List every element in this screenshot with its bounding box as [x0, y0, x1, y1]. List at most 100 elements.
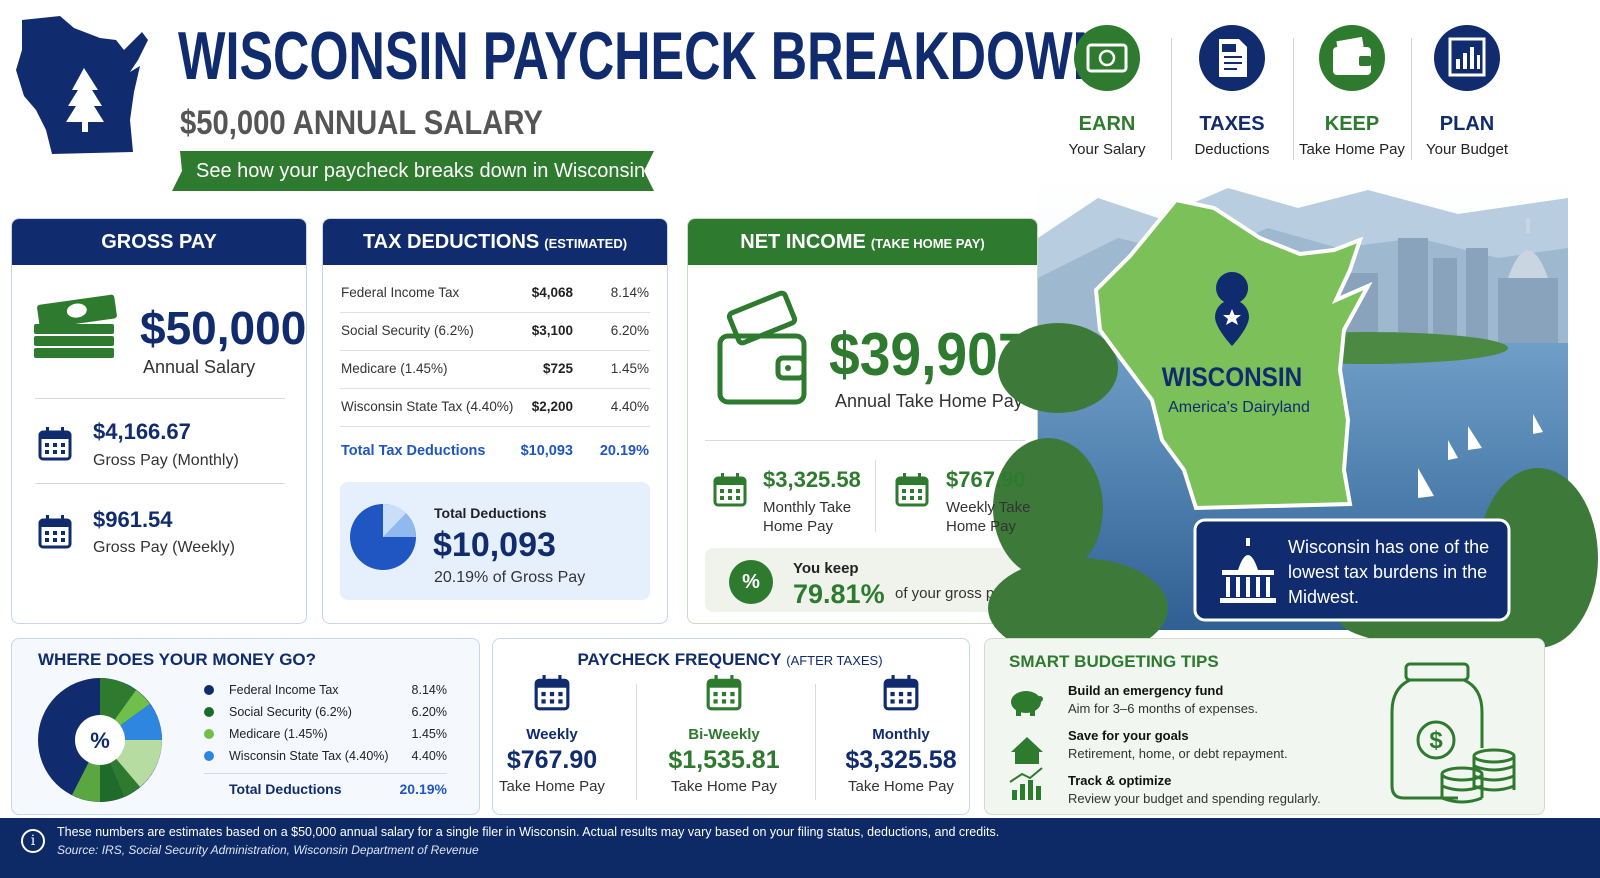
- legend-value: 6.20%: [411, 705, 447, 719]
- tip-text: Review your budget and spending regularl…: [1068, 791, 1321, 806]
- divider: [636, 684, 637, 800]
- tax-amount: $4,068: [531, 285, 573, 300]
- tax-percent: 1.45%: [610, 361, 649, 376]
- map-name: WISCONSIN: [1161, 362, 1303, 392]
- frequency-title: PAYCHECK FREQUENCY: [577, 650, 782, 669]
- row-divider: [340, 426, 650, 427]
- card-title: GROSS PAY: [101, 230, 217, 253]
- calendar: [37, 426, 73, 462]
- legend-dot: [204, 685, 214, 695]
- nav-icon: [1319, 25, 1385, 91]
- calendar-icon: [895, 473, 929, 507]
- nav-subtitle: Your Budget: [1425, 141, 1509, 158]
- calendar: [712, 472, 748, 508]
- tax-amount: $2,200: [531, 399, 573, 414]
- nav-icon: [1199, 25, 1265, 91]
- summary-amount: $10,093: [433, 526, 556, 564]
- row-divider: [340, 312, 650, 313]
- nav-title: KEEP: [1324, 113, 1380, 135]
- calendar: [882, 674, 920, 712]
- net-amount: $767.90: [946, 467, 1026, 492]
- net-annual-label: Annual Take Home Pay: [835, 391, 1023, 411]
- nav-title: EARN: [1078, 113, 1136, 135]
- legend-value: 8.14%: [411, 683, 447, 697]
- nav-icon-graphic: [1434, 25, 1500, 91]
- row-divider: [340, 388, 650, 389]
- frequency-label: Take Home Pay: [671, 778, 777, 795]
- gross-pay-card: GROSS PAY: [11, 218, 307, 624]
- nav-icon: [1434, 25, 1500, 91]
- footer-note: These numbers are estimates based on a $…: [57, 825, 1000, 839]
- pie-icon: [350, 503, 416, 570]
- frequency-title-line: PAYCHECK FREQUENCY (AFTER TAXES): [492, 650, 908, 670]
- card-title: TAX DEDUCTIONS: [362, 230, 540, 253]
- calendar: [37, 514, 73, 550]
- row-divider: [340, 350, 650, 351]
- tax-percent: 6.20%: [610, 323, 649, 338]
- legend-dot: [204, 729, 214, 739]
- divider: [35, 483, 285, 484]
- legend-dot: [204, 751, 214, 761]
- legend-label: Social Security (6.2%): [229, 705, 352, 719]
- money-total-label: Total Deductions: [229, 781, 342, 797]
- tax-percent: 8.14%: [610, 285, 649, 300]
- net-amount: $3,325.58: [763, 467, 861, 492]
- tips-card: [984, 638, 1545, 815]
- gross-annual: $50,000: [140, 302, 307, 354]
- cash-icon: [34, 294, 117, 358]
- calendar-icon: [38, 427, 72, 461]
- money-title: WHERE DOES YOUR MONEY GO?: [38, 650, 317, 669]
- tax-total-percent: 20.19%: [599, 443, 649, 459]
- calendar-icon: [534, 675, 570, 711]
- tip-title: Save for your goals: [1068, 728, 1189, 743]
- nav-subtitle: Take Home Pay: [1299, 141, 1405, 158]
- tip-text: Aim for 3–6 months of expenses.: [1068, 701, 1259, 716]
- nav-icon-graphic: [1319, 25, 1385, 91]
- card-title-note: (ESTIMATED): [544, 236, 628, 251]
- tax-percent: 4.40%: [610, 399, 649, 414]
- tips-title: SMART BUDGETING TIPS: [1009, 652, 1219, 671]
- keep-icon: %: [729, 560, 773, 604]
- card-title-note: (TAKE HOME PAY): [870, 236, 985, 251]
- gross-label: Gross Pay (Weekly): [93, 539, 235, 556]
- gross-amount: $4,166.67: [93, 419, 191, 444]
- nav-subtitle: Your Salary: [1068, 141, 1146, 158]
- tax-label: Wisconsin State Tax (4.40%): [341, 399, 514, 414]
- keep-note: of your gross pay: [895, 585, 1011, 602]
- tip-title: Track & optimize: [1068, 773, 1172, 788]
- frequency-period: Bi-Weekly: [688, 726, 760, 743]
- tax-amount: $3,100: [531, 323, 573, 338]
- divider: [705, 440, 1025, 441]
- legend-value: 1.45%: [411, 727, 447, 741]
- calendar-icon: [38, 515, 72, 549]
- footer-source: Source: IRS, Social Security Administrat…: [57, 843, 479, 857]
- card-header: NET INCOME (TAKE HOME PAY): [688, 219, 1037, 265]
- tip-title: Build an emergency fund: [1068, 683, 1224, 698]
- nav-icon: [1074, 25, 1140, 91]
- scenic-map: [988, 178, 1598, 658]
- calendar-icon: [706, 675, 742, 711]
- calendar: [533, 674, 571, 712]
- gross-amount: $961.54: [93, 507, 173, 532]
- legend-dot: [204, 707, 214, 717]
- dollar-glyph: $: [1429, 727, 1443, 754]
- nav-divider: [1410, 38, 1412, 160]
- info-icon: i: [21, 829, 45, 853]
- nav-title: PLAN: [1439, 113, 1495, 135]
- title: WISCONSIN PAYCHECK BREAKDOWN: [178, 18, 1109, 94]
- net-label: Weekly Take Home Pay: [946, 499, 1031, 535]
- tax-amount: $725: [542, 361, 573, 376]
- map-callout: Wisconsin has one of the lowest tax burd…: [1288, 537, 1490, 607]
- legend-label: Federal Income Tax: [229, 683, 339, 697]
- nav-subtitle: Deductions: [1194, 141, 1270, 158]
- legend-value: 4.40%: [411, 749, 447, 763]
- nav-divider: [1170, 38, 1172, 160]
- gross-label: Gross Pay (Monthly): [93, 452, 239, 469]
- divider: [35, 398, 285, 399]
- card-title: NET INCOME: [740, 230, 866, 253]
- frequency-period: Weekly: [526, 726, 578, 743]
- keep-value: 79.81%: [793, 579, 885, 609]
- frequency-label: Take Home Pay: [499, 778, 605, 795]
- frequency-amount: $767.90: [506, 746, 598, 774]
